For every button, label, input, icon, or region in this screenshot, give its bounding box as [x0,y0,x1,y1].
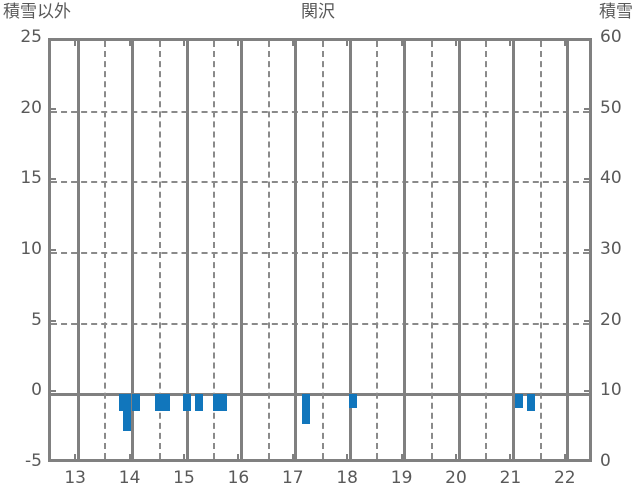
y-axis-left-tick-label: 20 [20,97,42,118]
bar [123,394,132,432]
x-axis-tick-mark [237,454,240,462]
gridline-vertical-major [403,41,407,459]
x-axis-tick-mark-top [237,38,240,46]
gridline-vertical-minor [213,41,216,459]
x-axis-tick-label: 21 [499,468,522,488]
y-axis-left-tick-label: -5 [25,451,42,471]
y-axis-right-tick-mark [584,390,592,393]
x-axis-tick-mark-top [291,38,294,46]
y-axis-right-tick-mark [584,107,592,110]
y-axis-right-tick-label: 60 [600,27,622,47]
bar [349,394,358,409]
y-axis-right-tick-label: 0 [600,451,611,471]
right-axis-title: 積雪 [599,2,633,22]
x-axis-tick-mark-top [183,38,185,46]
x-axis-tick-label: 17 [281,468,304,488]
y-axis-left-tick-label: 25 [20,27,42,47]
bar [213,394,222,412]
gridline-vertical-major [239,41,243,459]
x-axis-tick-mark [400,454,403,462]
gridline-vertical-minor [485,41,488,459]
bar [183,394,191,412]
x-axis-tick-mark [183,454,185,462]
gridline-vertical-major [457,41,461,459]
x-axis-tick-mark-top [400,38,403,46]
bar [301,394,310,424]
x-axis-tick-label: 13 [64,468,86,488]
zero-line [51,393,589,397]
gridline-vertical-major [185,41,189,459]
y-axis-right-tick-label: 40 [600,168,622,189]
x-axis-tick-label: 15 [173,468,195,488]
left-axis-title: 積雪以外 [3,2,71,22]
bar [162,394,171,412]
bar [194,394,203,412]
gridline-horizontal [51,181,589,184]
gridline-horizontal [51,322,589,325]
x-axis-tick-mark [346,454,349,462]
x-axis-tick-label: 16 [227,468,250,488]
gridline-vertical-minor [376,41,379,459]
y-axis-left-tick-label: 5 [31,309,42,330]
x-axis-tick-mark [74,454,77,462]
y-axis-right-tick-mark [584,178,592,181]
y-axis-left-tick-mark [48,249,56,251]
x-axis-tick-label: 18 [336,468,358,488]
x-axis-tick-mark-top [509,38,512,46]
y-axis-left-tick-label: 0 [31,380,42,401]
chart-title: 関沢 [301,2,335,22]
x-axis-tick-mark-top [74,38,77,46]
gridline-vertical-minor [539,41,542,459]
gridline-vertical-minor [158,41,161,459]
y-axis-left-tick-label: 10 [20,239,42,259]
bar [131,394,140,412]
bar [218,394,227,412]
gridline-horizontal [51,110,589,113]
y-axis-right-tick-label: 50 [600,97,622,118]
x-axis-tick-mark [128,454,131,462]
bar [118,394,127,412]
gridline-vertical-minor [430,41,433,459]
bar [154,394,163,412]
y-axis-right-tick-label: 10 [600,380,622,401]
y-axis-left-tick-mark [48,319,56,322]
gridline-vertical-minor [322,41,324,459]
x-axis-tick-mark-top [455,38,457,46]
plot-area [48,38,592,462]
x-axis-tick-mark-top [128,38,131,46]
bar [526,394,535,412]
x-axis-tick-mark-top [346,38,349,46]
bar [514,394,523,409]
x-axis-tick-mark [291,454,294,462]
gridline-vertical-major [566,41,570,459]
x-axis-tick-label: 19 [390,468,413,488]
x-axis-tick-label: 14 [118,468,141,488]
gridline-vertical-major [131,41,135,459]
gridline-vertical-major [348,41,352,459]
x-axis-tick-label: 22 [553,468,576,488]
x-axis-tick-mark [563,454,566,462]
y-axis-right-tick-mark [584,319,592,322]
y-axis-right-tick-mark [584,249,592,251]
x-axis-tick-mark [509,454,512,462]
y-axis-left-tick-mark [48,390,56,393]
gridline-vertical-major [76,41,80,459]
x-axis-tick-mark [455,454,457,462]
gridline-vertical-major [294,41,298,459]
y-axis-right-tick-label: 30 [600,239,622,259]
y-axis-right-tick-label: 20 [600,309,622,330]
gridline-vertical-major [511,41,515,459]
gridline-horizontal [51,252,589,254]
y-axis-left-tick-label: 15 [20,168,42,189]
gridline-vertical-minor [267,41,270,459]
x-axis-tick-label: 20 [445,468,467,488]
y-axis-left-tick-mark [48,107,56,110]
x-axis-tick-mark-top [563,38,566,46]
y-axis-left-tick-mark [48,178,56,181]
plot-inner [51,41,589,459]
gridline-vertical-minor [104,41,107,459]
